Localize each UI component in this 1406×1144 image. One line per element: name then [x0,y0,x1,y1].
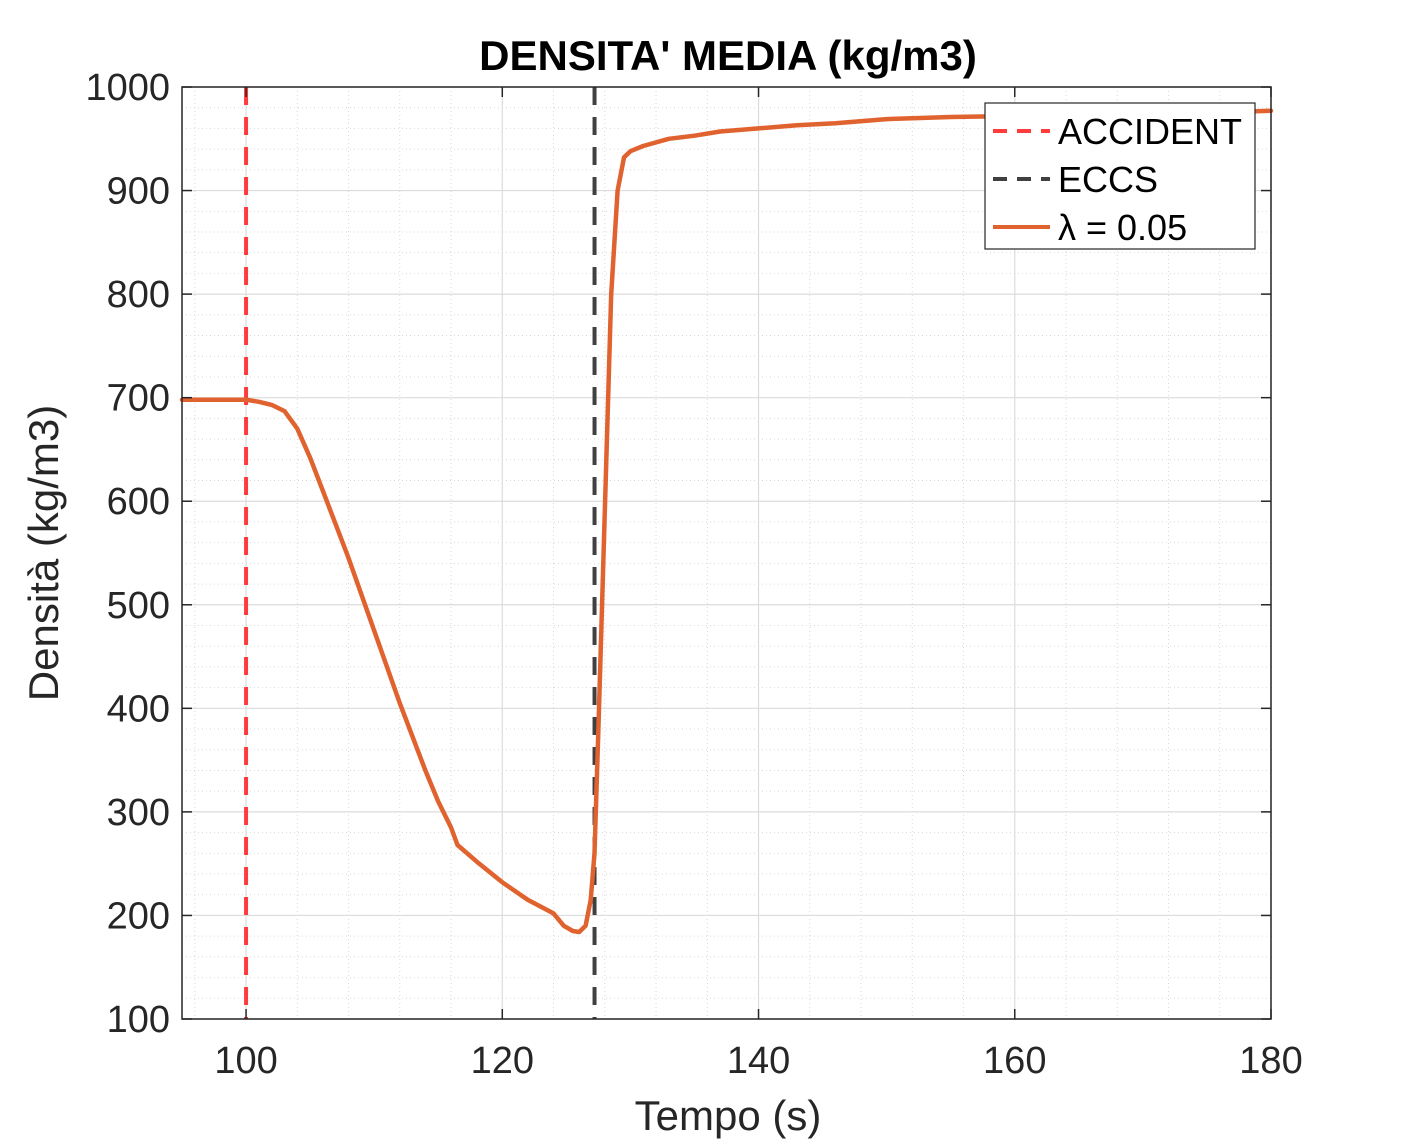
y-tick-label: 1000 [85,67,170,109]
legend-box [984,102,1256,250]
x-tick-label: 180 [1239,1040,1302,1082]
y-tick-label: 200 [107,895,170,937]
y-tick-label: 900 [107,171,170,213]
series-line-0 [179,108,1274,935]
series-layer [179,108,1274,935]
y-tick-label: 400 [107,688,170,730]
chart-title: DENSITA' MEDIA (kg/m3) [479,32,977,79]
legend-label-eccs: ECCS [1058,159,1158,200]
y-axis-label: Densità (kg/m3) [20,405,67,701]
y-tick-label: 300 [107,792,170,834]
legend-label-series: λ = 0.05 [1058,207,1187,248]
x-axis-label: Tempo (s) [635,1092,822,1139]
legend: ACCIDENT ECCS λ = 0.05 [984,102,1256,250]
x-tick-label: 140 [727,1040,790,1082]
y-tick-label: 100 [107,999,170,1041]
y-tick-label: 500 [107,585,170,627]
y-tick-label: 600 [107,481,170,523]
legend-label-accident: ACCIDENT [1058,111,1242,152]
x-tick-label: 100 [214,1040,277,1082]
y-tick-label: 800 [107,274,170,316]
y-axis-ticks: 100 200 300 400 500 600 700 800 900 1000 [85,67,1271,1041]
x-tick-label: 160 [983,1040,1046,1082]
y-tick-label: 700 [107,378,170,420]
vertical-markers [244,87,597,1019]
minor-grid [182,87,1271,1019]
x-tick-label: 120 [471,1040,534,1082]
x-axis-ticks: 100 120 140 160 180 [214,87,1303,1082]
plot-frame [181,86,1272,1020]
